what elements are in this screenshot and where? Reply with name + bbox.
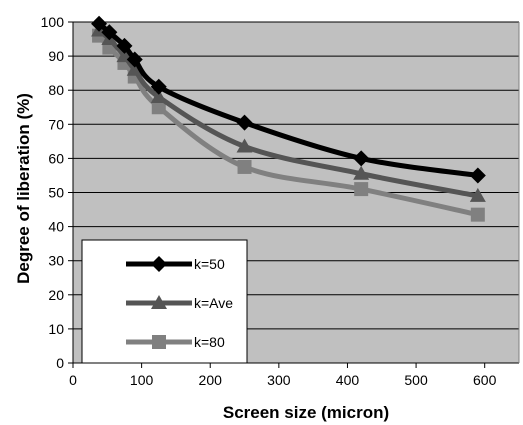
legend-marker xyxy=(151,295,167,309)
data-point xyxy=(236,114,253,131)
legend-item: k=Ave xyxy=(126,295,233,311)
data-point xyxy=(236,138,253,153)
x-axis-ticks: 0 100 200 300 400 500 600 xyxy=(69,363,497,388)
legend-marker xyxy=(152,335,166,349)
legend: k=50 k=Ave k=80 xyxy=(81,239,248,364)
legend-label: k=Ave xyxy=(194,295,233,311)
x-tick-label: 300 xyxy=(267,372,291,388)
data-point xyxy=(469,167,486,184)
x-tick-label: 500 xyxy=(404,372,428,388)
data-point xyxy=(91,15,108,32)
data-point xyxy=(126,51,143,68)
y-tick-label: 70 xyxy=(48,116,64,132)
x-tick-label: 200 xyxy=(199,372,223,388)
data-point xyxy=(150,89,167,104)
y-tick-label: 90 xyxy=(48,48,64,64)
y-tick-label: 60 xyxy=(48,150,64,166)
x-axis-title: Screen size (micron) xyxy=(223,403,389,422)
y-tick-label: 0 xyxy=(56,355,64,371)
series-group xyxy=(91,15,486,222)
x-tick-label: 0 xyxy=(69,372,77,388)
data-point xyxy=(469,187,486,202)
y-tick-label: 80 xyxy=(48,82,64,98)
legend-marker xyxy=(151,256,167,272)
data-point xyxy=(470,207,485,222)
legend-label: k=80 xyxy=(194,334,225,350)
y-tick-label: 50 xyxy=(48,185,64,201)
series-k=50 xyxy=(91,15,486,184)
data-point xyxy=(353,165,370,180)
y-tick-label: 10 xyxy=(48,321,64,337)
data-point xyxy=(237,159,252,174)
legend-item: k=50 xyxy=(126,256,225,272)
data-point xyxy=(116,37,133,54)
y-axis-title: Degree of liberation (%) xyxy=(14,93,33,284)
y-tick-label: 100 xyxy=(41,14,65,30)
x-tick-label: 400 xyxy=(336,372,360,388)
x-tick-label: 100 xyxy=(130,372,154,388)
y-axis-ticks: 0 10 20 30 40 50 60 70 80 90 100 xyxy=(41,14,73,371)
legend-item: k=80 xyxy=(126,334,225,350)
data-point xyxy=(126,61,143,76)
data-point xyxy=(354,182,369,197)
data-point xyxy=(101,24,118,41)
legend-label: k=50 xyxy=(194,256,225,272)
y-tick-label: 40 xyxy=(48,219,64,235)
data-point xyxy=(151,100,166,115)
y-tick-label: 30 xyxy=(48,253,64,269)
data-point xyxy=(150,78,167,95)
y-tick-label: 20 xyxy=(48,287,64,303)
data-point xyxy=(353,150,370,167)
x-tick-label: 600 xyxy=(473,372,497,388)
